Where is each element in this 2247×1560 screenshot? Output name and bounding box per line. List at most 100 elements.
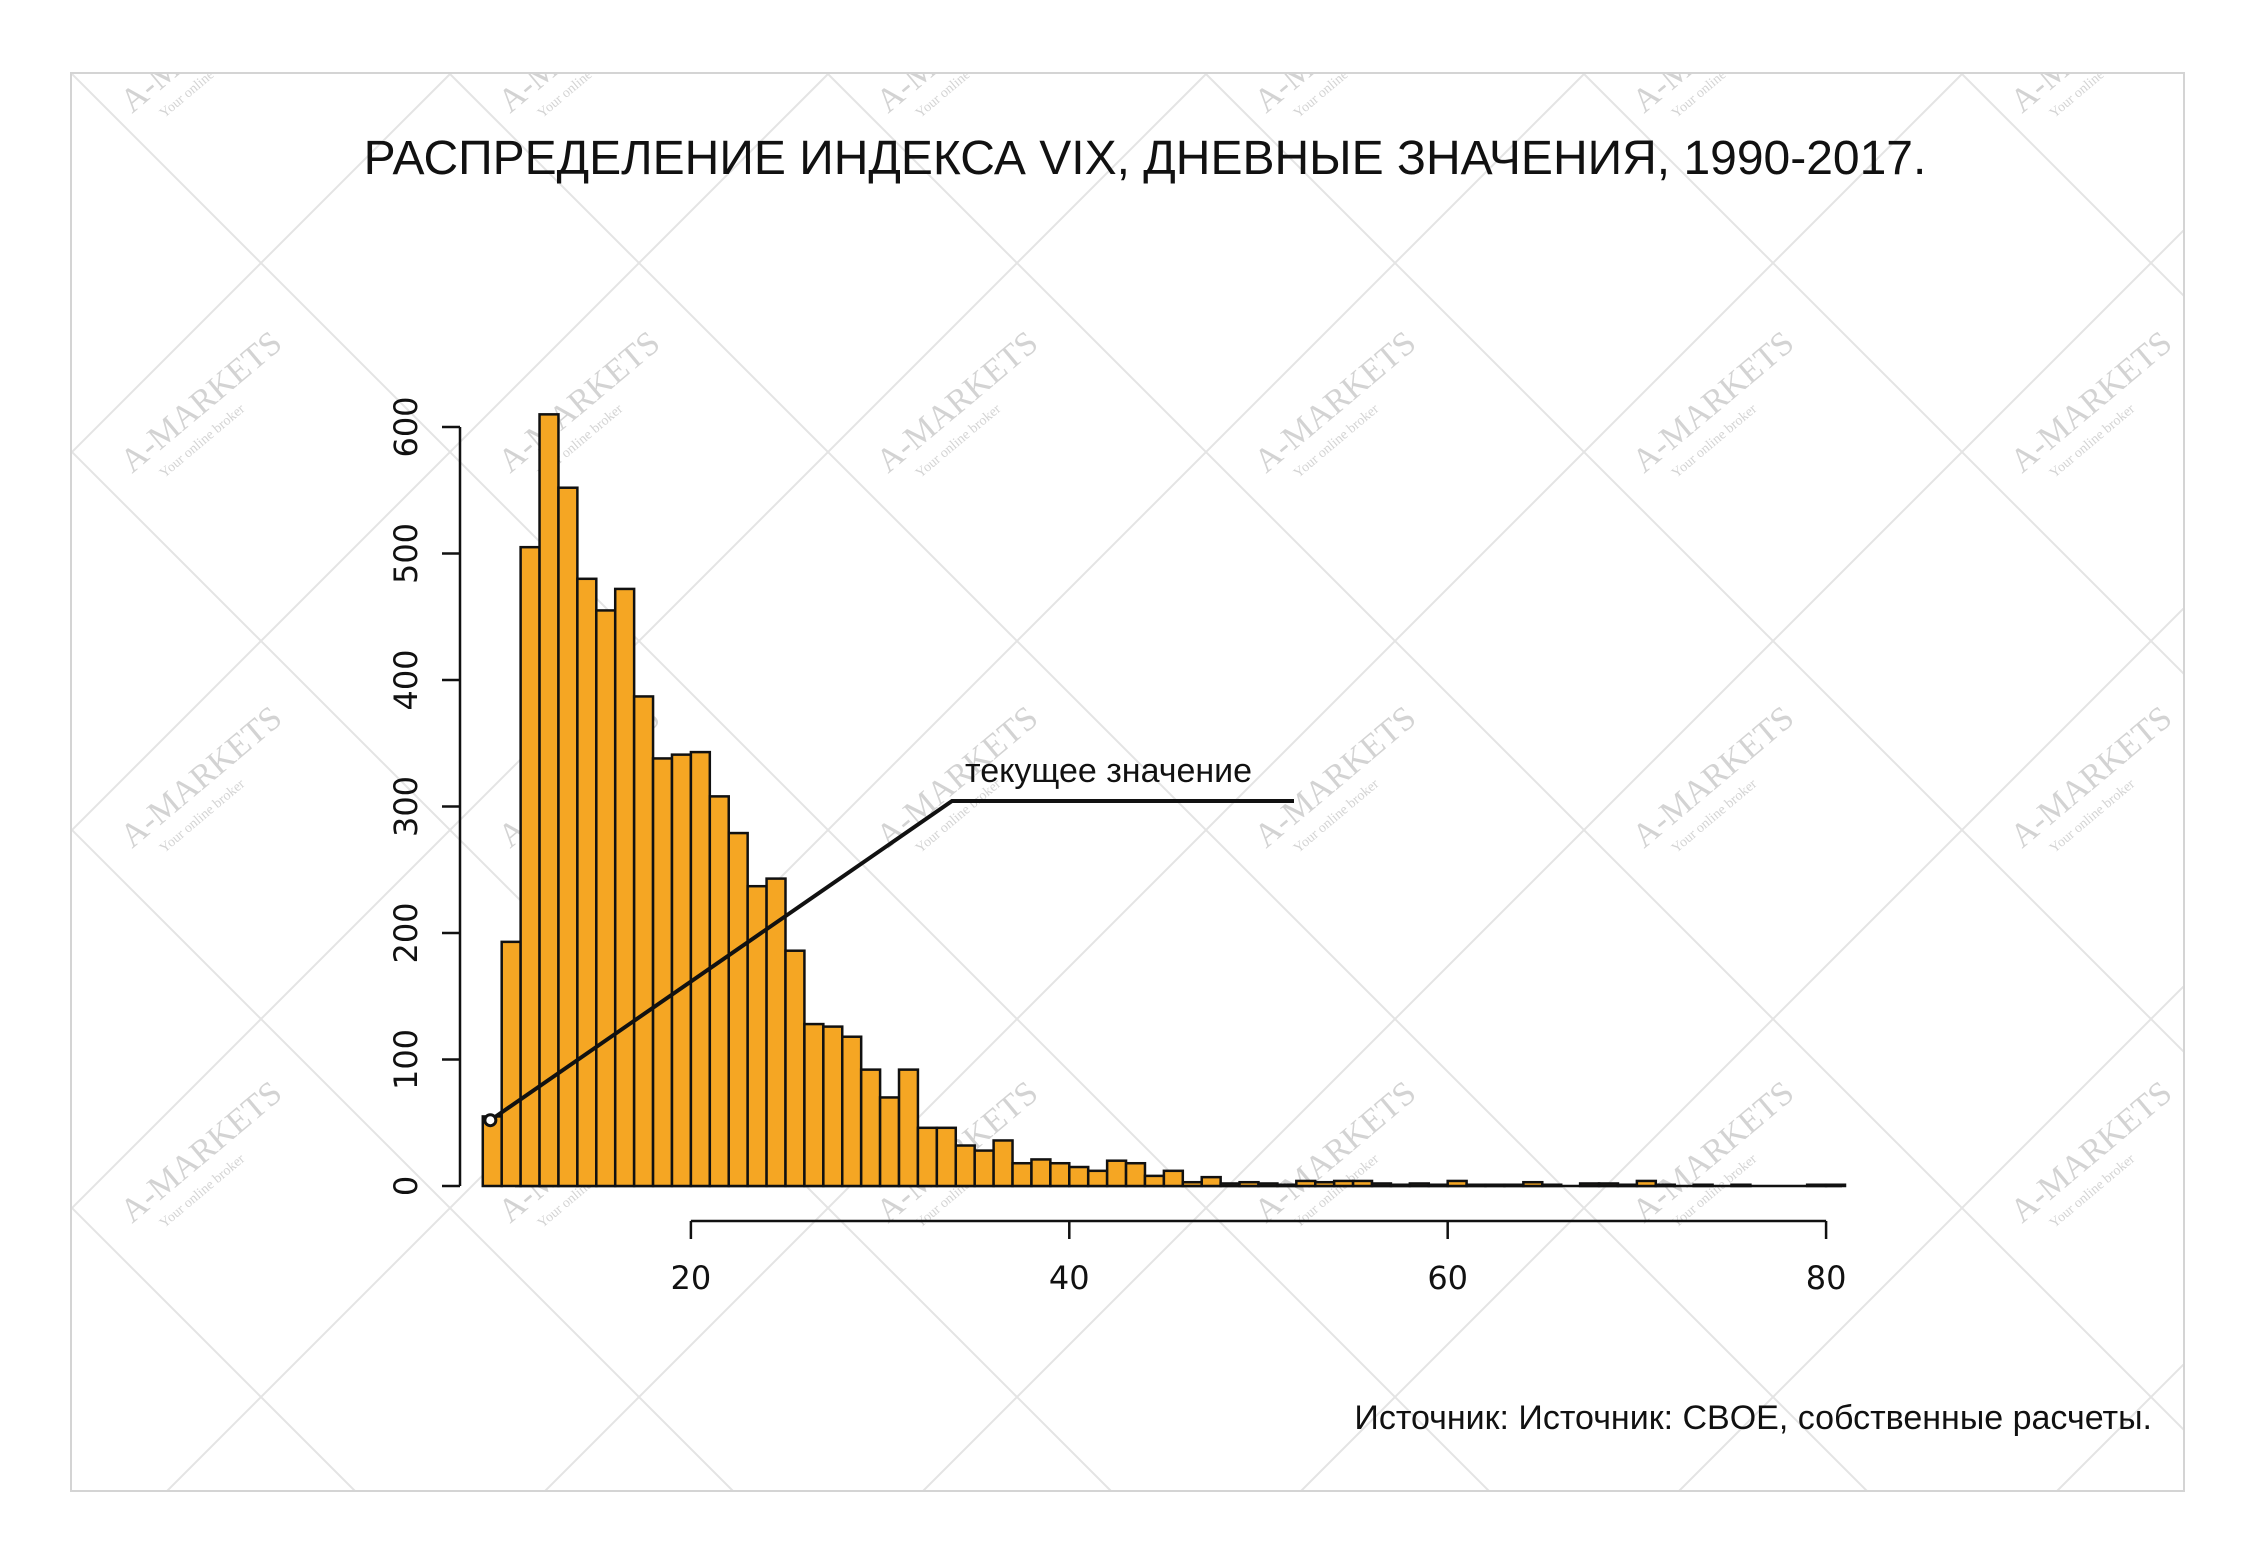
- x-axis: 20 40 60 80: [671, 1219, 1847, 1297]
- histogram-bar: [916, 1126, 939, 1188]
- histogram-bar: [1370, 1182, 1393, 1188]
- histogram-bar: [784, 949, 806, 1188]
- x-tick-label: 80: [1806, 1259, 1847, 1297]
- histogram-bar: [822, 1025, 844, 1188]
- histogram-bar: [651, 757, 674, 1188]
- histogram-bar: [708, 795, 730, 1188]
- histogram-bar: [1143, 1174, 1166, 1188]
- watermark-diagonal-line: [1205, 74, 2183, 1053]
- histogram-bar: [1465, 1183, 1487, 1188]
- histogram-bar: [992, 1139, 1014, 1188]
- chart-title: РАСПРЕДЕЛЕНИЕ ИНДЕКСА VIX, ДНЕВНЫЕ ЗНАЧЕ…: [364, 132, 1927, 185]
- histogram-bar: [670, 753, 693, 1188]
- histogram-bar: [1049, 1161, 1071, 1188]
- histogram-bar: [841, 1035, 863, 1188]
- histogram-bar: [878, 1096, 901, 1188]
- histogram-bar: [1616, 1183, 1639, 1188]
- histogram-bar: [1427, 1183, 1449, 1188]
- source-note: Источник: Источник: CBOE, собственные ра…: [1354, 1399, 2152, 1437]
- y-tick-label: 400: [387, 649, 425, 710]
- histogram-bar: [538, 413, 560, 1188]
- histogram-bar: [1654, 1183, 1676, 1188]
- histogram-bar: [803, 1022, 825, 1188]
- watermark-diagonal-line: [72, 1206, 356, 1490]
- annotation-point-marker: [483, 1113, 498, 1128]
- histogram-bar: [1408, 1182, 1431, 1188]
- y-tick-label: 600: [387, 396, 425, 457]
- histogram-bar: [954, 1144, 976, 1188]
- x-tick-label: 20: [671, 1259, 712, 1297]
- watermark-diagonal-line: [922, 229, 2183, 1490]
- histogram-bar: [1635, 1179, 1658, 1188]
- watermark-diagonal-line: [72, 74, 451, 454]
- y-tick-label: 0: [387, 1176, 425, 1196]
- histogram-bar: [595, 609, 617, 1188]
- y-tick-label: 300: [387, 776, 425, 837]
- y-tick-label: 100: [387, 1029, 425, 1090]
- histogram-bar: [1446, 1179, 1468, 1188]
- watermark-diagonal-line: [1583, 74, 2183, 675]
- histogram-bar: [935, 1126, 958, 1188]
- watermark-diagonal-line: [72, 450, 1112, 1490]
- histogram-bar: [1313, 1180, 1336, 1188]
- histogram-bar: [1389, 1183, 1412, 1188]
- x-tick-label: 40: [1049, 1259, 1090, 1297]
- histogram-bar: [1484, 1183, 1506, 1188]
- histogram-bar: [613, 587, 636, 1188]
- histogram-bar: [897, 1068, 920, 1188]
- histogram-bar: [1332, 1179, 1355, 1188]
- histogram-bar: [1219, 1182, 1241, 1188]
- watermark-diagonal-line: [1678, 985, 2183, 1490]
- histogram-bar: [632, 695, 655, 1188]
- histogram-bar: [1541, 1183, 1563, 1188]
- histogram-bar: [1105, 1159, 1128, 1188]
- watermark-diagonal-line: [827, 74, 2183, 1431]
- histogram-bar: [1200, 1175, 1222, 1188]
- y-tick-label: 200: [387, 902, 425, 963]
- histogram-bars: [481, 413, 1847, 1188]
- histogram-bar: [1181, 1180, 1203, 1188]
- histogram-bar: [1162, 1169, 1185, 1188]
- histogram-bar: [1068, 1165, 1090, 1188]
- watermark-diagonal-line: [72, 74, 1490, 1490]
- histogram-bar: [1238, 1180, 1260, 1188]
- x-tick-label: 60: [1427, 1259, 1468, 1297]
- histogram-bar: [1730, 1183, 1752, 1188]
- histogram-bar: [1086, 1169, 1109, 1188]
- histogram-bar: [1824, 1183, 1847, 1188]
- histogram-bar: [727, 831, 749, 1188]
- histogram-chart: РАСПРЕДЕЛЕНИЕ ИНДЕКСА VIX, ДНЕВНЫЕ ЗНАЧЕ…: [364, 132, 2152, 1437]
- histogram-bar: [576, 577, 598, 1188]
- watermark-diagonal-line: [1300, 607, 2183, 1490]
- histogram-bar: [1351, 1179, 1374, 1188]
- histogram-bar: [859, 1068, 882, 1188]
- watermark-diagonal-line: [449, 74, 1868, 1490]
- y-tick-label: 500: [387, 523, 425, 584]
- histogram-bar: [1503, 1183, 1525, 1188]
- histogram-bar: [1578, 1182, 1601, 1188]
- annotation-label: текущее значение: [965, 752, 1252, 790]
- histogram-bar: [1597, 1182, 1620, 1188]
- histogram-bar: [1124, 1161, 1147, 1188]
- histogram-bar: [1030, 1158, 1052, 1188]
- watermark-diagonal-line: [166, 74, 1585, 1490]
- annotation-leader-line: [489, 799, 1294, 1122]
- histogram-bar: [1257, 1182, 1279, 1188]
- histogram-bar: [1522, 1180, 1544, 1188]
- watermark-diagonal-line: [72, 74, 1207, 1210]
- histogram-bar: [1276, 1183, 1298, 1188]
- watermark-diagonal-line: [72, 74, 829, 832]
- annotation-current-value: текущее значение: [483, 752, 1294, 1128]
- y-axis: 0 100 200 300 400 500 600: [387, 396, 462, 1196]
- histogram-bar: [500, 940, 522, 1188]
- histogram-bar: [557, 486, 579, 1188]
- watermark-diagonal-line: [72, 828, 734, 1490]
- histogram-bar: [1011, 1161, 1033, 1188]
- histogram-bar: [1692, 1183, 1714, 1188]
- histogram-bar: [1295, 1179, 1317, 1188]
- watermark-diagonal-line: [544, 74, 1963, 1490]
- histogram-bar: [973, 1149, 995, 1188]
- histogram-bar: [1805, 1183, 1828, 1188]
